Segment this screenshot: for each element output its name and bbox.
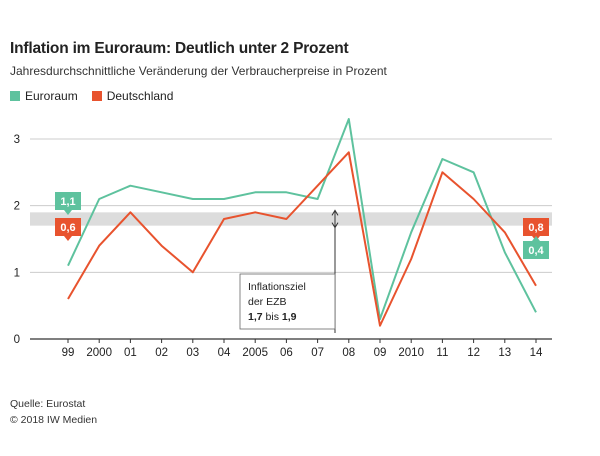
y-tick-label: 0	[14, 334, 20, 346]
x-tick-label: 12	[467, 347, 480, 359]
data-label-euroraum-last-text: 0,4	[528, 245, 544, 257]
annotation-line2: der EZB	[248, 296, 287, 308]
x-tick-label: 13	[498, 347, 511, 359]
y-tick-label: 3	[14, 134, 20, 146]
data-label-euroraum-last-pointer	[532, 236, 540, 241]
data-label-deutschland-first-text: 0,6	[60, 222, 75, 234]
data-label-euroraum-first-text: 1,1	[60, 196, 75, 208]
annotation-box	[239, 273, 336, 330]
chart-title: Inflation im Euroraum: Deutlich unter 2 …	[10, 40, 349, 57]
x-tick-label: 2010	[398, 347, 424, 359]
x-tick-label: 99	[62, 347, 75, 359]
x-tick-label: 2005	[242, 347, 268, 359]
legend: Euroraum Deutschland	[10, 89, 173, 103]
x-tick-label: 02	[155, 347, 168, 359]
x-tick-label: 01	[124, 347, 137, 359]
source-note: Quelle: Eurostat	[10, 398, 86, 410]
x-tick-label: 08	[342, 347, 355, 359]
copyright-note: © 2018 IW Medien	[10, 414, 98, 426]
x-tick-label: 03	[186, 347, 199, 359]
legend-swatch-euroraum	[10, 91, 20, 101]
data-label-deutschland-first-box	[55, 218, 81, 236]
legend-item-deutschland: Deutschland	[91, 89, 174, 103]
annotation-range: 1,7 bis 1,9	[248, 311, 297, 323]
chart-subtitle: Jahresdurchschnittliche Veränderung der …	[10, 64, 387, 78]
y-tick-label: 2	[14, 201, 20, 213]
x-tick-label: 09	[374, 347, 387, 359]
data-label-deutschland-first-pointer	[64, 236, 72, 241]
annotation-line1: Inflationsziel	[248, 281, 306, 293]
x-tick-label: 11	[436, 347, 448, 359]
y-tick-label: 1	[14, 267, 20, 279]
x-tick-label: 06	[280, 347, 293, 359]
legend-label-deutschland: Deutschland	[106, 89, 174, 103]
annotation-arrow-up	[331, 209, 339, 216]
x-tick-label: 14	[530, 347, 543, 359]
x-tick-label: 2000	[86, 347, 112, 359]
data-label-euroraum-first-box	[55, 192, 81, 210]
target-band	[30, 212, 552, 226]
annotation-arrow-down	[331, 222, 339, 229]
data-label-euroraum-first-pointer	[64, 210, 72, 215]
series-line-deutschland	[67, 151, 537, 327]
data-label-deutschland-last-text: 0,8	[528, 222, 543, 234]
legend-item-euroraum: Euroraum	[10, 89, 78, 103]
legend-label-euroraum: Euroraum	[25, 89, 78, 103]
data-label-deutschland-last-box	[523, 218, 549, 236]
x-tick-label: 07	[311, 347, 324, 359]
x-tick-label: 04	[218, 347, 231, 359]
legend-swatch-deutschland	[91, 91, 102, 101]
data-label-euroraum-last-box	[523, 241, 549, 259]
series-line-euroraum	[67, 118, 537, 320]
